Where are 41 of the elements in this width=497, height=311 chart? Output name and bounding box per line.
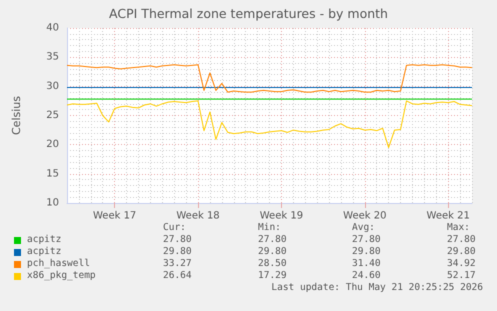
text: 17.29: [258, 270, 287, 282]
y-tick-label: 10: [46, 198, 59, 208]
text: Last update: Thu May 21 20:25:25 2026: [271, 282, 483, 294]
text: Avg:: [352, 222, 375, 234]
text: 27.80: [163, 234, 192, 246]
text: 34.92: [447, 258, 476, 270]
text: 27.80: [447, 234, 476, 246]
text: 27.80: [258, 234, 287, 246]
legend-label: acpitz: [27, 246, 62, 258]
text: 29.80: [258, 246, 287, 258]
x-tick-label: Week 19: [260, 210, 304, 222]
y-tick-label: 35: [46, 52, 59, 63]
text: 29.80: [352, 246, 381, 258]
text: 29.80: [163, 246, 192, 258]
y-tick-label: 15: [46, 168, 59, 180]
text: Cur:: [163, 222, 186, 234]
text: 33.27: [163, 258, 192, 270]
text: 24.60: [352, 270, 381, 282]
x-tick-label: Week 20: [343, 210, 386, 222]
y-tick-label: 40: [46, 22, 59, 34]
text: 28.50: [258, 258, 287, 270]
text: 31.40: [352, 258, 381, 270]
x-tick-label: Week 21: [426, 210, 470, 222]
y-tick-label: 20: [46, 139, 59, 150]
legend-label: acpitz: [27, 234, 62, 246]
text: Min:: [258, 222, 281, 234]
y-axis-title: Celsius: [10, 96, 23, 135]
legend-label: x86_pkg_temp: [27, 270, 96, 282]
text: 26.64: [163, 270, 192, 282]
y-tick-label: 25: [46, 110, 59, 121]
x-tick-label: Week 18: [176, 210, 220, 222]
text: 52.17: [447, 270, 476, 282]
y-tick-label: 30: [46, 80, 59, 92]
line-series: [66, 64, 472, 93]
legend-label: pch_haswell: [27, 258, 90, 270]
line-series: [66, 100, 472, 148]
x-tick-label: Week 17: [92, 210, 136, 222]
text: 27.80: [352, 234, 381, 246]
text: 29.80: [447, 246, 476, 258]
chart-title: ACPI Thermal zone temperatures - by month: [109, 6, 388, 21]
text: Max:: [447, 222, 470, 234]
